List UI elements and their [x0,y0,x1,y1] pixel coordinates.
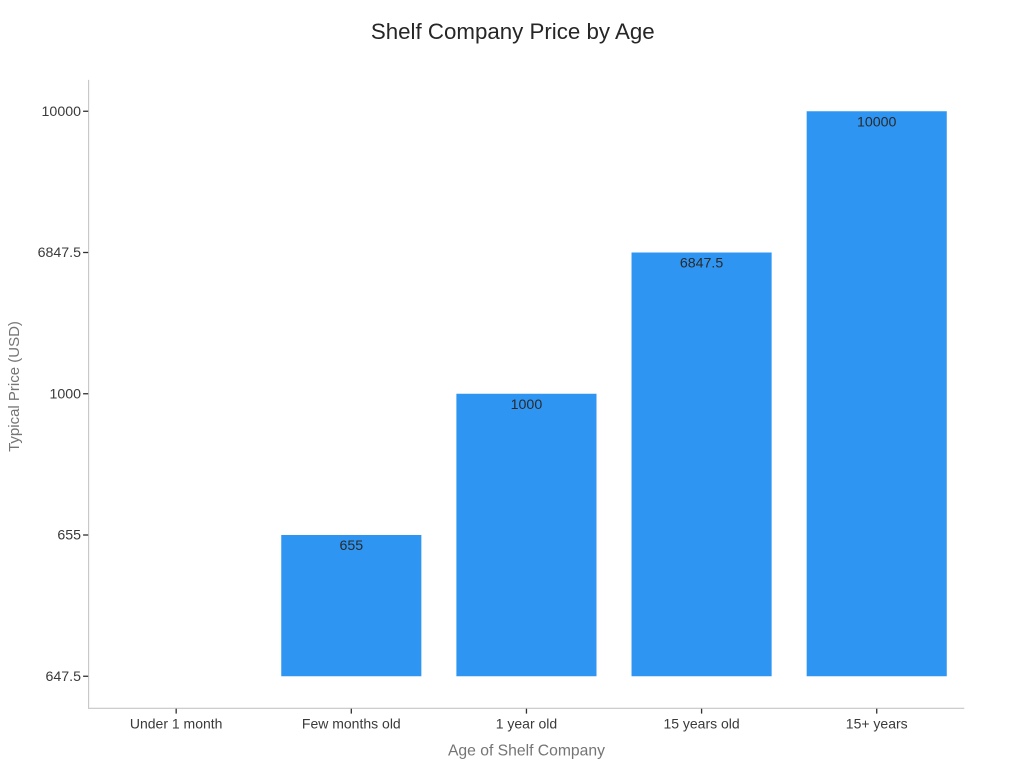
svg-text:655: 655 [339,538,363,554]
svg-text:6847.5: 6847.5 [38,245,82,261]
svg-text:15+ years: 15+ years [846,716,908,732]
svg-text:10000: 10000 [42,104,82,120]
svg-text:Age of Shelf Company: Age of Shelf Company [448,743,605,760]
svg-text:655: 655 [57,528,81,544]
svg-text:Typical Price (USD): Typical Price (USD) [6,321,23,452]
svg-text:1000: 1000 [511,397,543,413]
svg-text:6847.5: 6847.5 [680,256,724,272]
svg-text:Few months old: Few months old [302,716,401,732]
svg-text:647.5: 647.5 [45,669,81,685]
svg-text:Shelf Company Price by Age: Shelf Company Price by Age [371,19,655,44]
svg-text:15 years old: 15 years old [663,716,739,732]
svg-text:1 year old: 1 year old [496,716,557,732]
svg-text:Under 1 month: Under 1 month [130,716,223,732]
svg-text:10000: 10000 [857,114,897,130]
svg-text:1000: 1000 [49,386,81,402]
